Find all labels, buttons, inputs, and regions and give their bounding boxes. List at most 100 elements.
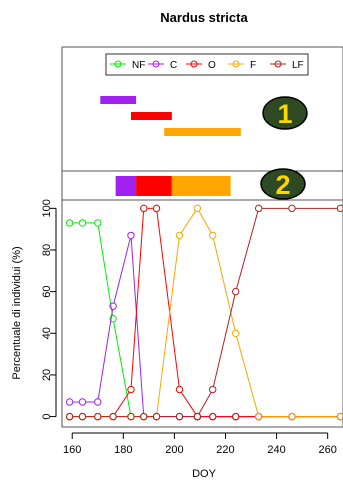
series-nf-point xyxy=(94,219,102,227)
series-lf-point xyxy=(127,412,135,421)
series-f-point xyxy=(232,329,240,337)
series-nf-point xyxy=(78,219,87,227)
panel-1-bar-c xyxy=(100,96,137,104)
series-nf xyxy=(65,219,343,421)
panel-2-bar-o xyxy=(136,176,172,196)
series-o-point xyxy=(152,204,161,213)
x-tick-label: 200 xyxy=(165,444,183,456)
series-f-segment xyxy=(198,211,212,233)
y-tick-label: 20 xyxy=(41,369,53,381)
y-tick-label: 60 xyxy=(41,286,53,298)
legend-label-lf: LF xyxy=(292,60,304,71)
series-o-segment xyxy=(181,392,196,414)
series-f-point xyxy=(209,231,217,240)
legend-marker-f xyxy=(232,60,240,68)
series-o xyxy=(65,204,343,421)
series-f-point xyxy=(175,231,184,240)
legend-label-o: O xyxy=(208,60,216,71)
badge-1: 1 xyxy=(262,96,308,130)
legend-label-c: C xyxy=(170,60,177,71)
series-f-segment xyxy=(236,336,259,414)
series-o-point xyxy=(140,204,148,213)
series-lf-point xyxy=(109,412,117,421)
series-f-point xyxy=(255,412,263,421)
badge-2-number: 2 xyxy=(275,170,290,200)
series-lf-point xyxy=(78,412,87,421)
series-lf-point xyxy=(65,412,74,421)
series-o-point xyxy=(127,385,135,394)
panel-2-bar-f xyxy=(171,176,231,196)
series-nf-point xyxy=(109,315,117,323)
badge-1-ellipse xyxy=(262,96,308,130)
series-lf-point xyxy=(175,412,184,421)
legend-marker-lf xyxy=(274,60,282,68)
panel-1-bar-o xyxy=(130,112,172,120)
chart-title: Nardus stricta xyxy=(160,10,248,25)
x-axis: 160 180 200 220 240 260 xyxy=(63,432,337,456)
series-f-segment xyxy=(156,238,180,414)
x-axis-label: DOY xyxy=(192,468,217,480)
series-c-point xyxy=(109,302,117,310)
series-c-point xyxy=(94,398,102,406)
series-c-point xyxy=(65,398,74,406)
series-lf-point xyxy=(193,412,202,421)
series-lf xyxy=(65,204,343,421)
series-lf-segment xyxy=(236,211,259,289)
series-f-point xyxy=(288,412,296,421)
badge-1-number: 1 xyxy=(277,99,292,129)
legend-box xyxy=(105,53,309,76)
series-o-segment xyxy=(156,211,180,387)
series-lf-segment xyxy=(213,295,236,387)
badge-2: 2 xyxy=(260,168,306,200)
series-f-point xyxy=(193,204,202,213)
series-o-point xyxy=(209,412,217,421)
legend-label-nf: NF xyxy=(132,60,145,71)
series-o-point xyxy=(175,385,184,394)
series-c-segment xyxy=(130,238,144,414)
badge-2-ellipse xyxy=(260,168,306,200)
series-lf-segment xyxy=(198,392,212,414)
legend-marker-nf xyxy=(114,60,122,68)
legend-label-f: F xyxy=(250,60,256,71)
series-lf-point xyxy=(209,385,217,394)
x-tick-label: 260 xyxy=(318,444,336,456)
series-lf-point xyxy=(336,204,343,213)
y-tick-label: 80 xyxy=(41,244,53,256)
y-tick-label: 0 xyxy=(41,414,53,420)
panel-1-bars xyxy=(100,96,241,136)
x-tick-label: 180 xyxy=(114,444,132,456)
series-lf-point xyxy=(152,412,161,421)
y-tick-label: 40 xyxy=(41,327,53,339)
panel-2: 2 xyxy=(61,168,343,201)
y-axis: 0 20 40 60 80 100 xyxy=(41,199,57,420)
series-c-point xyxy=(78,398,87,406)
series-lf-point xyxy=(140,412,148,421)
y-axis-label: Percentuale di individui (%) xyxy=(11,246,23,379)
series-nf-segment xyxy=(97,226,114,316)
legend: NF C O F LF xyxy=(105,53,309,76)
panel-1: NF C O F LF 1 xyxy=(61,46,343,172)
series-lf-point xyxy=(288,204,296,213)
series-f-segment xyxy=(181,211,196,233)
series-f xyxy=(65,204,343,421)
series-nf-point xyxy=(65,219,74,227)
series-lf-point xyxy=(232,287,240,296)
panel-2-bars xyxy=(115,176,231,196)
series-layer xyxy=(65,204,343,421)
x-tick-label: 220 xyxy=(216,444,234,456)
series-f-point xyxy=(336,412,343,421)
series-o-segment xyxy=(114,392,130,414)
series-nf-segment xyxy=(113,322,131,414)
legend-marker-c xyxy=(152,60,160,68)
legend-marker-o xyxy=(190,60,198,68)
plot-frame xyxy=(61,199,343,428)
series-f-segment xyxy=(213,238,236,330)
series-o-segment xyxy=(130,211,144,386)
panel-2-bar-c xyxy=(115,176,137,196)
series-lf-point xyxy=(255,204,263,213)
line-plot: 160 180 200 220 240 260 0 20 40 60 80 100 xyxy=(41,199,343,456)
panel-1-bar-f xyxy=(164,128,241,136)
y-tick-label: 100 xyxy=(41,199,53,217)
series-lf-point xyxy=(94,412,102,421)
